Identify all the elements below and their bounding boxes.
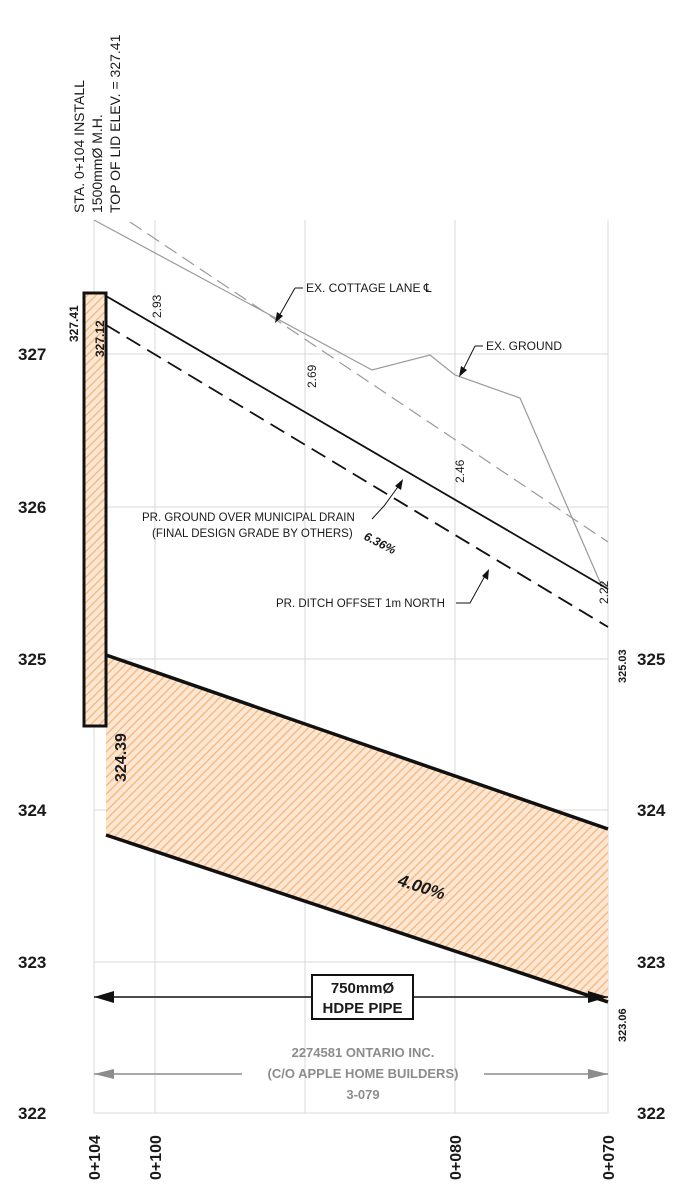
elevation-label: 323 xyxy=(637,953,665,972)
station-note-line1: STA. 0+104 INSTALL xyxy=(71,80,87,213)
cover-depth-label: 2.69 xyxy=(305,364,319,388)
elevation-label: 324 xyxy=(637,801,666,820)
ex-ground-line xyxy=(93,219,609,587)
cottage-lane-label: EX. COTTAGE LANE ℄ xyxy=(306,281,432,295)
station-label: 0+070 xyxy=(601,1135,618,1180)
elevation-label: 327 xyxy=(18,345,46,364)
pipe-invert-end-elev: 323.06 xyxy=(617,1008,629,1042)
cottage-lane-callout: EX. COTTAGE LANE ℄ xyxy=(275,281,432,323)
left-elevation-axis: 327 326 325 324 323 322 xyxy=(18,345,47,1123)
pipe-invert xyxy=(105,833,609,1004)
cover-depth-label: 2.46 xyxy=(453,459,467,483)
pr-ground-label-line1: PR. GROUND OVER MUNICIPAL DRAIN xyxy=(142,512,355,524)
property-owner-label: 2274581 ONTARIO INC. xyxy=(292,1045,435,1060)
right-elevation-axis: 325 324 323 322 xyxy=(637,650,666,1123)
elevation-label: 326 xyxy=(18,498,46,517)
station-note-line2: 1500mmØ M.H. xyxy=(89,114,105,213)
pr-ground-label-line2: (FINAL DESIGN GRADE BY OTHERS) xyxy=(152,528,353,540)
ex-cottage-lane-line xyxy=(129,221,609,543)
station-label: 0+100 xyxy=(148,1135,165,1180)
manhole xyxy=(82,291,108,728)
elevation-label: 325 xyxy=(18,650,46,669)
pipe-label-box xyxy=(311,974,414,1020)
pr-ditch-line xyxy=(105,324,609,628)
elevation-label: 325 xyxy=(637,650,665,669)
elevation-label: 322 xyxy=(18,1104,46,1123)
station-label: 0+080 xyxy=(448,1135,465,1180)
pipe-size-label: 750mmØ xyxy=(331,980,395,997)
elevation-label: 322 xyxy=(637,1104,665,1123)
cover-depth-label: 2.22 xyxy=(597,580,611,604)
manhole-ground-elev: 327.12 xyxy=(93,320,107,357)
property-owner-sub-label: (C/O APPLE HOME BUILDERS) xyxy=(268,1066,459,1081)
cover-depth-label: 2.93 xyxy=(150,294,164,318)
property-id-label: 3-079 xyxy=(346,1087,379,1102)
station-axis: 0+104 0+100 0+080 0+070 xyxy=(87,1135,618,1180)
pipe-material-label: HDPE PIPE xyxy=(322,1000,402,1017)
property-extent xyxy=(94,1069,608,1079)
elevation-label: 324 xyxy=(18,801,47,820)
ditch-end-elev: 325.03 xyxy=(617,649,629,683)
ex-ground-label: EX. GROUND xyxy=(486,339,562,353)
ex-ground-callout: EX. GROUND xyxy=(459,339,562,377)
ditch-offset-label: PR. DITCH OFFSET 1m NORTH xyxy=(276,598,445,610)
ditch-offset-callout: PR. DITCH OFFSET 1m NORTH xyxy=(276,569,489,610)
pipe-band xyxy=(106,655,608,1002)
station-label: 0+104 xyxy=(87,1135,104,1180)
station-note-line3: TOP OF LID ELEV. = 327.41 xyxy=(107,34,123,213)
ground-slope-label: 6.36% xyxy=(362,529,399,557)
elevation-label: 323 xyxy=(18,953,46,972)
pr-ground-line xyxy=(105,295,609,590)
pipe-obvert xyxy=(105,653,609,831)
station-note: STA. 0+104 INSTALL 1500mmØ M.H. TOP OF L… xyxy=(71,34,123,213)
manhole-invert-elev: 324.39 xyxy=(113,733,130,782)
manhole-lid-elev: 327.41 xyxy=(67,305,81,342)
pr-ground-callout: PR. GROUND OVER MUNICIPAL DRAIN (FINAL D… xyxy=(142,479,403,540)
